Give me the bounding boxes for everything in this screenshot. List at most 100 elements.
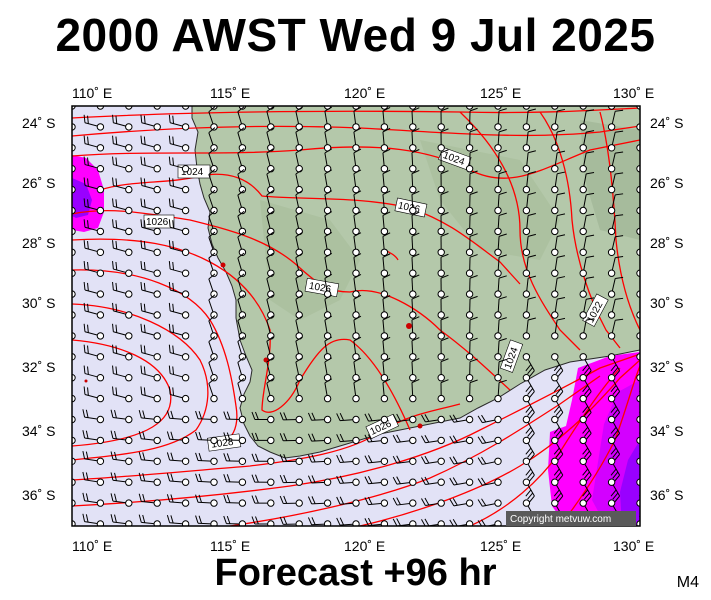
- wind-barb-feather: [208, 189, 216, 196]
- wind-barb-feather: [208, 148, 216, 154]
- wind-barb-feather: [208, 168, 216, 175]
- wind-barb-feather: [115, 136, 118, 145]
- wind-station-circle: [153, 206, 161, 215]
- wind-barb-feather: [58, 514, 59, 522]
- wind-barb-feather: [307, 517, 313, 525]
- wind-station-circle: [96, 415, 105, 424]
- wind-station-circle: [380, 332, 389, 340]
- wind-station-circle: [522, 478, 531, 486]
- wind-station-circle: [181, 227, 190, 236]
- wind-barb-feather: [311, 517, 316, 525]
- wind-station-circle: [181, 478, 190, 486]
- wind-barb-feather: [528, 535, 533, 541]
- wind-station-circle: [494, 353, 502, 361]
- wind-barb-feather: [115, 366, 118, 375]
- wind-station-circle: [579, 332, 587, 340]
- wind-station-circle: [125, 165, 133, 173]
- wind-barb-feather: [56, 115, 57, 123]
- wind-barb-feather: [324, 190, 333, 196]
- wind-station-circle: [437, 436, 445, 445]
- wind-station-circle: [579, 415, 587, 424]
- wind-barb-feather: [56, 324, 57, 332]
- wind-station-circle: [465, 457, 474, 465]
- wind-barb-feather: [586, 213, 595, 217]
- wind-station-circle: [522, 499, 531, 507]
- wind-barb-feather: [83, 302, 86, 311]
- wind-barb-feather: [173, 95, 174, 103]
- wind-barb-feather: [112, 240, 114, 249]
- wind-barb-feather: [59, 158, 60, 166]
- wind-barb-feather: [140, 114, 143, 123]
- wind-station-circle: [96, 290, 105, 298]
- lat-label-30: 30˚ S: [22, 295, 55, 311]
- wind-station-circle: [437, 332, 445, 340]
- wind-barb-feather: [82, 450, 86, 460]
- wind-station-circle: [267, 415, 275, 424]
- wind-barb-staff: [639, 482, 640, 484]
- wind-station-circle: [522, 248, 531, 257]
- lat-label-34: 34˚ S: [22, 423, 55, 439]
- wind-barb-staff: [72, 126, 73, 127]
- wind-barb-feather: [295, 336, 303, 342]
- wind-barb-feather: [168, 240, 171, 249]
- wind-barb-feather: [307, 496, 313, 505]
- wind-barb-feather: [172, 282, 175, 291]
- wind-barb-feather: [255, 516, 259, 525]
- wind-station-circle: [238, 394, 247, 403]
- wind-barb-feather: [85, 514, 89, 523]
- wind-station-circle: [380, 353, 389, 361]
- wind-barb-feather: [481, 498, 487, 506]
- wind-barb-feather: [612, 367, 619, 375]
- wind-barb-feather: [142, 493, 146, 502]
- wind-barb-feather: [138, 410, 142, 419]
- wind-barb-feather: [610, 489, 617, 497]
- wind-barb-feather: [138, 472, 142, 481]
- wind-barb-feather: [82, 513, 86, 522]
- wind-station-circle: [380, 415, 389, 424]
- wind-barb-feather: [59, 199, 60, 207]
- wind-station-circle: [437, 478, 445, 486]
- wind-barb-feather: [115, 303, 118, 312]
- wind-barb-feather: [172, 241, 175, 250]
- wind-barb-feather: [115, 241, 118, 250]
- wind-barb-feather: [336, 434, 341, 442]
- wind-station-circle: [125, 457, 133, 465]
- wind-barb-feather: [140, 302, 143, 311]
- wind-barb-feather: [527, 471, 534, 479]
- wind-barb-feather: [555, 388, 562, 396]
- wind-barb-feather: [582, 364, 589, 372]
- wind-barb-feather: [528, 495, 535, 503]
- wind-barb-staff: [72, 251, 73, 253]
- wind-station-circle: [96, 185, 105, 194]
- wind-barb-feather: [140, 323, 143, 332]
- wind-barb-feather: [469, 212, 478, 216]
- wind-barb-feather: [527, 129, 536, 133]
- wind-barb-staff: [72, 377, 73, 378]
- wind-barb-staff: [554, 106, 556, 107]
- wind-station-circle: [153, 457, 161, 465]
- wind-station-circle: [323, 499, 332, 507]
- wind-barb-feather: [557, 171, 566, 175]
- wind-barb-feather: [555, 471, 562, 479]
- wind-barb-feather: [112, 198, 114, 207]
- wind-barb-feather: [528, 370, 535, 378]
- lat-label-32: 32˚ S: [22, 359, 55, 375]
- wind-station-circle: [551, 436, 559, 445]
- wind-station-circle: [607, 227, 616, 236]
- wind-station-circle: [409, 520, 417, 526]
- wind-barb-feather: [195, 431, 199, 440]
- wind-barb-feather: [87, 136, 89, 145]
- wind-barb-feather: [83, 156, 86, 165]
- wind-barb-feather: [170, 515, 174, 524]
- wind-barb-feather: [237, 273, 245, 280]
- wind-barb-feather: [396, 497, 401, 505]
- wind-station-circle: [494, 332, 502, 340]
- wind-barb-feather: [477, 415, 483, 423]
- wind-station-circle: [352, 499, 360, 507]
- wind-barb-feather: [557, 108, 566, 112]
- wind-station-circle: [465, 123, 474, 131]
- wind-barb-feather: [339, 454, 345, 463]
- wind-barb-feather: [353, 294, 362, 300]
- wind-barb-feather: [266, 294, 274, 300]
- wind-barb-feather: [498, 379, 507, 384]
